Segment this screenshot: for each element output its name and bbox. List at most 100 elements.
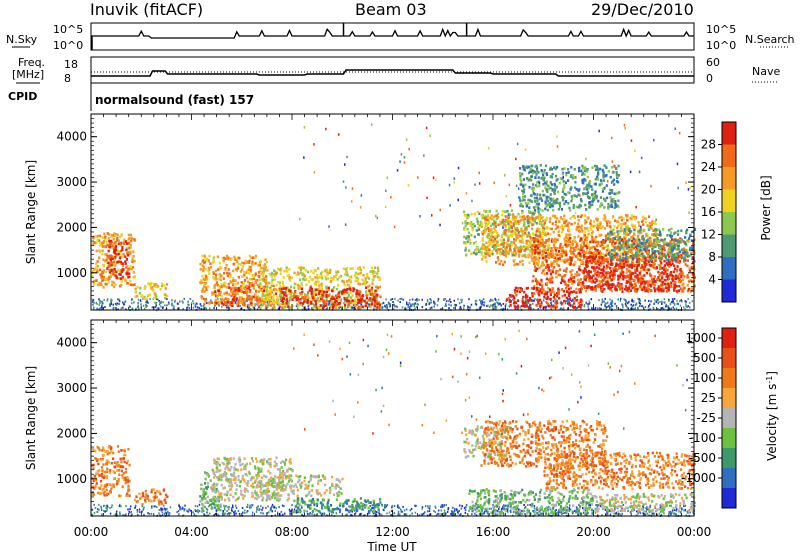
data-pixel [259,282,262,285]
data-pixel [133,275,136,278]
data-pixel [551,222,554,225]
data-pixel [564,283,567,286]
data-pixel [460,298,462,301]
data-pixel [108,264,111,267]
data-pixel [665,286,668,289]
data-pixel [480,253,483,256]
data-pixel [580,224,583,228]
data-pixel [236,292,239,295]
data-pixel [565,219,568,223]
data-pixel [591,254,594,257]
data-pixel [687,305,689,308]
data-pixel [638,300,640,303]
data-pixel [680,229,683,232]
data-pixel [485,216,488,219]
data-pixel [648,221,651,225]
data-pixel [687,288,690,291]
data-pixel [596,285,599,288]
data-pixel [194,305,197,308]
data-pixel [232,286,235,290]
data-pixel [301,283,304,287]
data-pixel [361,297,364,301]
data-pixel [517,255,521,258]
data-pixel [535,239,538,243]
data-pixel [687,289,690,293]
data-pixel [526,219,529,223]
data-pixel [279,292,282,295]
data-pixel [301,295,304,299]
data-pixel [437,299,439,302]
data-pixel [656,287,659,291]
data-pixel [633,215,636,219]
data-pixel [428,303,430,306]
data-pixel [463,228,466,231]
data-pixel [515,220,518,223]
data-pixel [502,245,505,248]
data-pixel [230,301,233,304]
data-pixel [590,276,593,280]
data-pixel [285,266,288,269]
data-pixel [635,267,639,270]
data-pixel [382,301,385,304]
data-pixel [588,247,592,250]
data-pixel [602,217,605,221]
data-pixel [116,302,119,305]
data-pixel [160,301,162,304]
data-pixel [601,225,604,228]
data-pixel [598,256,601,259]
data-pixel [610,301,612,304]
data-pixel [355,276,358,279]
data-pixel [540,241,543,245]
data-pixel [250,277,254,281]
data-pixel [252,256,255,259]
data-pixel [556,226,559,229]
data-pixel [583,238,586,242]
data-pixel [542,263,546,267]
data-pixel [239,270,242,273]
data-pixel [525,241,528,245]
data-pixel [463,304,465,307]
data-pixel [606,306,608,308]
data-pixel [626,264,629,267]
data-pixel [670,285,673,289]
data-pixel [381,302,384,305]
data-pixel [325,285,328,288]
data-pixel [155,283,158,286]
data-pixel [500,243,503,246]
data-pixel [274,292,278,296]
data-pixel [504,215,507,218]
data-pixel [577,215,580,218]
data-pixel [579,252,582,256]
data-pixel [549,253,552,256]
data-pixel [374,302,377,306]
data-pixel [132,254,135,258]
cpid-row: CPID normalsound (fast) 157 [8,83,254,111]
data-pixel [594,255,598,258]
data-pixel [663,259,666,263]
data-pixel [540,264,543,268]
data-pixel [513,230,516,234]
data-pixel [485,241,488,245]
data-pixel [549,232,552,236]
data-pixel [542,232,545,236]
data-pixel [237,287,240,290]
data-pixel [634,275,637,278]
data-pixel [285,302,288,305]
data-pixel [681,271,684,275]
data-pixel [99,244,102,247]
data-pixel [106,278,110,281]
data-pixel [647,288,650,291]
data-pixel [637,281,640,284]
data-pixel [282,284,285,288]
data-pixel [224,301,227,304]
data-pixel [264,263,267,266]
data-pixel [682,251,685,254]
data-pixel [232,276,235,280]
data-pixel [110,263,113,267]
data-pixel [552,255,555,259]
data-pixel [401,306,404,309]
data-pixel [395,305,398,308]
data-pixel [123,242,126,246]
data-pixel [357,292,360,296]
data-pixel [627,226,630,230]
